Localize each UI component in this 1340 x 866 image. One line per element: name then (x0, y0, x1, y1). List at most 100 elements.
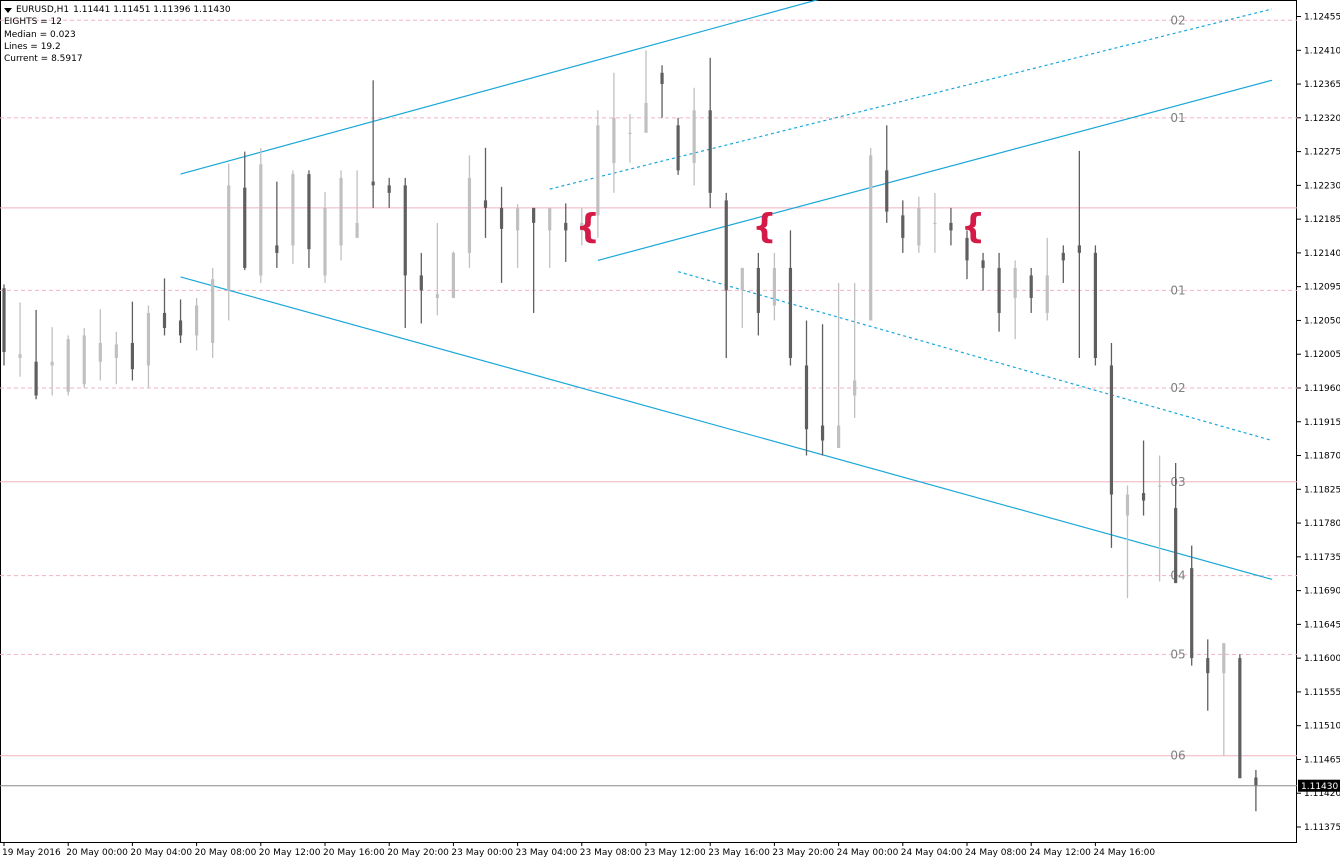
price-bar-body (178, 320, 183, 336)
price-bar-body (50, 361, 54, 366)
price-bar-body (1125, 494, 1130, 516)
price-bar-body (1174, 508, 1178, 584)
y-axis-label: 1.11960 (1304, 384, 1340, 394)
y-axis-label: 1.11780 (1304, 519, 1340, 529)
price-bar-body (387, 185, 391, 193)
y-axis-label: 1.12365 (1304, 80, 1340, 90)
y-axis-label: 1.11510 (1304, 722, 1340, 732)
price-bar-body (516, 207, 520, 231)
indicator-eights: EIGHTS = 12 (4, 17, 63, 28)
price-bar-body (1238, 658, 1242, 779)
eighths-level-label: 04 (1170, 569, 1185, 583)
channel-line (549, 8, 1273, 190)
price-bar-body (1109, 365, 1114, 495)
current-price-label: 1.11430 (1301, 782, 1338, 792)
y-axis-label: 1.12410 (1304, 46, 1340, 56)
x-axis-label: 20 May 08:00 (195, 848, 257, 858)
x-axis-label: 23 May 12:00 (644, 848, 706, 858)
price-bar-body (901, 215, 905, 238)
price-bar-body (339, 177, 343, 246)
x-axis-label: 24 May 16:00 (1093, 848, 1155, 858)
channel-line (677, 271, 1273, 442)
eighths-level-label: 03 (1170, 475, 1185, 489)
price-bar-body (740, 267, 744, 291)
x-axis-label: 20 May 00:00 (66, 848, 128, 858)
x-axis-label: 24 May 12:00 (1029, 848, 1091, 858)
x-axis-label: 19 May 2016 (2, 848, 61, 858)
x-axis-label: 20 May 04:00 (130, 848, 192, 858)
brace-marker: { (752, 207, 776, 247)
price-bar-body (419, 275, 423, 291)
price-bar-body (612, 117, 616, 163)
price-bar-body (499, 207, 504, 229)
price-bar-body (130, 342, 134, 370)
y-axis-label: 1.11375 (1304, 823, 1340, 833)
price-bar-body (1141, 493, 1146, 501)
price-bar-body (403, 185, 407, 276)
price-bar-body (756, 267, 760, 313)
price-bar-body (853, 380, 857, 396)
price-bar-body (114, 344, 118, 358)
dropdown-triangle-icon[interactable] (4, 7, 12, 13)
price-bar-body (772, 267, 776, 306)
price-bar-body (1029, 275, 1033, 298)
y-axis-label: 1.12095 (1304, 283, 1340, 293)
x-axis-label: 23 May 00:00 (451, 848, 513, 858)
y-axis-label: 1.12320 (1304, 114, 1340, 124)
x-axis-label: 20 May 16:00 (323, 848, 385, 858)
y-axis-label: 1.11915 (1304, 418, 1340, 428)
price-bar-body (195, 305, 199, 336)
price-bar-body (804, 365, 809, 430)
channel-line (180, 0, 819, 175)
price-bar-body (628, 132, 632, 135)
price-bar-body (788, 267, 793, 358)
price-bar-body (933, 222, 937, 225)
price-bar-body (1158, 485, 1162, 487)
price-bar-body (323, 207, 327, 276)
price-bar-body (724, 200, 728, 291)
price-bar-body (98, 342, 102, 362)
y-axis-label: 1.11825 (1304, 485, 1340, 495)
price-bar-body (259, 164, 263, 276)
price-bar-body (548, 207, 552, 231)
price-bar-body (66, 339, 70, 392)
price-bar-body (1061, 252, 1065, 261)
y-axis-label: 1.11645 (1304, 620, 1340, 630)
price-bar-body (227, 185, 231, 291)
price-bar-body (580, 222, 584, 231)
price-bar-body (18, 354, 22, 358)
plot-frame (0, 0, 1297, 843)
price-bar-body (34, 361, 38, 396)
price-bar-body (435, 294, 439, 298)
y-axis-label: 1.12050 (1304, 316, 1340, 326)
eighths-level-label: 05 (1170, 647, 1185, 661)
price-bar-body (532, 207, 536, 223)
price-bar-body (837, 425, 841, 449)
y-axis-label: 1.11420 (1304, 789, 1340, 799)
y-axis-label: 1.11600 (1304, 654, 1340, 664)
price-bar-body (162, 312, 167, 328)
y-axis-label: 1.11870 (1304, 452, 1340, 462)
x-axis-label: 23 May 04:00 (516, 848, 578, 858)
eighths-level-label: 02 (1170, 13, 1185, 27)
price-bar-body (692, 110, 696, 163)
symbol-label: EURUSD,H1 (16, 5, 70, 15)
price-bar-body (467, 177, 472, 253)
price-bar-body (596, 125, 600, 216)
price-bar-body (917, 207, 921, 246)
price-bar-body (869, 155, 873, 321)
price-bar-body (1190, 568, 1194, 659)
price-bar-body (676, 125, 680, 171)
indicator-lines: Lines = 19.2 (4, 41, 61, 52)
price-bar-body (949, 222, 953, 231)
price-bar-body (291, 174, 295, 246)
chart-title-row: EURUSD,H1 1.11441 1.11451 1.11396 1.1143… (4, 4, 231, 16)
price-bar-body (981, 260, 985, 268)
eighths-level-label: 01 (1170, 111, 1185, 125)
price-bar-body (997, 267, 1001, 313)
y-axis-label: 1.12275 (1304, 148, 1340, 158)
price-bar-body (1093, 252, 1097, 358)
price-bar-body (965, 237, 969, 261)
